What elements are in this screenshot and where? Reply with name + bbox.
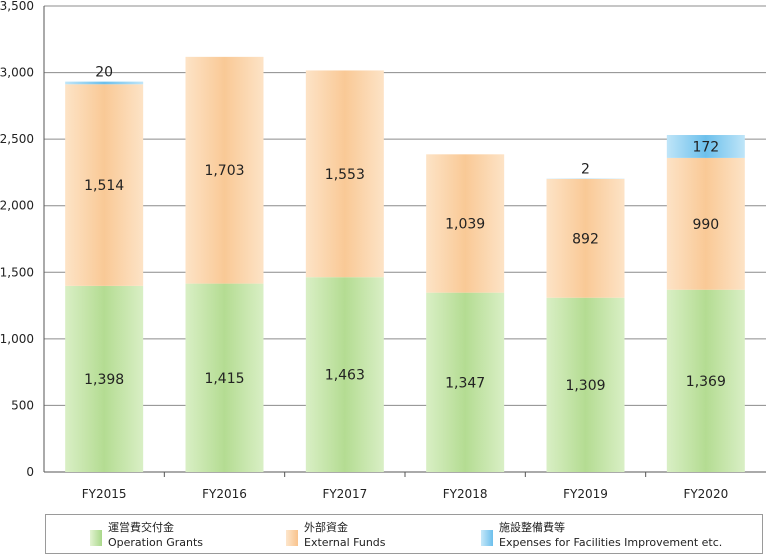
data-label: 1,369 [686,374,726,390]
data-label: 1,039 [445,216,485,232]
data-label: 1,309 [565,378,605,394]
bar-segment [305,70,384,278]
legend-label-jp-facilities: 施設整備費等 [499,521,565,534]
y-tick-label: 500 [11,398,34,412]
bar-segment [305,277,384,472]
y-tick-label: 0 [26,465,34,479]
y-tick-label: 3,500 [0,0,34,13]
x-tick-label: FY2018 [443,487,488,501]
x-tick-label: FY2020 [683,487,728,501]
data-label: 1,415 [204,371,244,387]
x-tick-label: FY2015 [82,487,127,501]
y-tick-label: 1,500 [0,265,34,279]
bar-segment [426,154,505,293]
bar-segment [666,157,745,290]
legend-label-en-external-funds: External Funds [304,536,386,549]
legend-label-en-facilities: Expenses for Facilities Improvement etc. [499,536,723,549]
legend-swatch-external-funds [286,530,298,546]
data-label: 990 [692,217,719,233]
data-label: 1,703 [204,163,244,179]
data-label: 892 [572,231,599,247]
bar-segment [185,283,264,472]
data-label: 1,463 [325,368,365,384]
bar-segment [65,285,144,472]
legend-swatch-operation-grants [90,530,102,546]
bar-segment [65,84,144,286]
bar-segment [426,292,505,472]
data-label: 2 [581,162,590,178]
bar-segment [185,56,264,284]
y-tick-label: 2,500 [0,132,34,146]
bar-segment [666,289,745,472]
data-label: 172 [692,139,719,155]
legend-label-jp-operation-grants: 運営費交付金 [108,521,174,534]
stacked-bar-chart: 0 500 1,000 1,500 2,000 2,500 3,000 3,500 1,398 1… [0,0,766,501]
legend-label-en-operation-grants: Operation Grants [108,536,204,549]
bar-segment [546,178,625,298]
legend: 運営費交付金 Operation Grants 外部資金 External Fu… [45,514,763,554]
data-label: 20 [95,65,113,81]
y-tick-label: 2,000 [0,199,34,213]
data-label: 1,553 [325,167,365,183]
data-label: 1,347 [445,375,485,391]
data-label: 1,398 [84,372,124,388]
legend-label-jp-external-funds: 外部資金 [304,521,348,534]
x-tick-label: FY2016 [202,487,247,501]
y-tick-label: 3,000 [0,66,34,80]
x-tick-label: FY2019 [563,487,608,501]
legend-swatch-facilities [481,530,493,546]
x-tick-label: FY2017 [322,487,367,501]
bar-segment [65,81,144,85]
data-label: 1,514 [84,178,124,194]
bar-segment [666,135,745,158]
y-tick-label: 1,000 [0,332,34,346]
bar-segment [546,297,625,472]
